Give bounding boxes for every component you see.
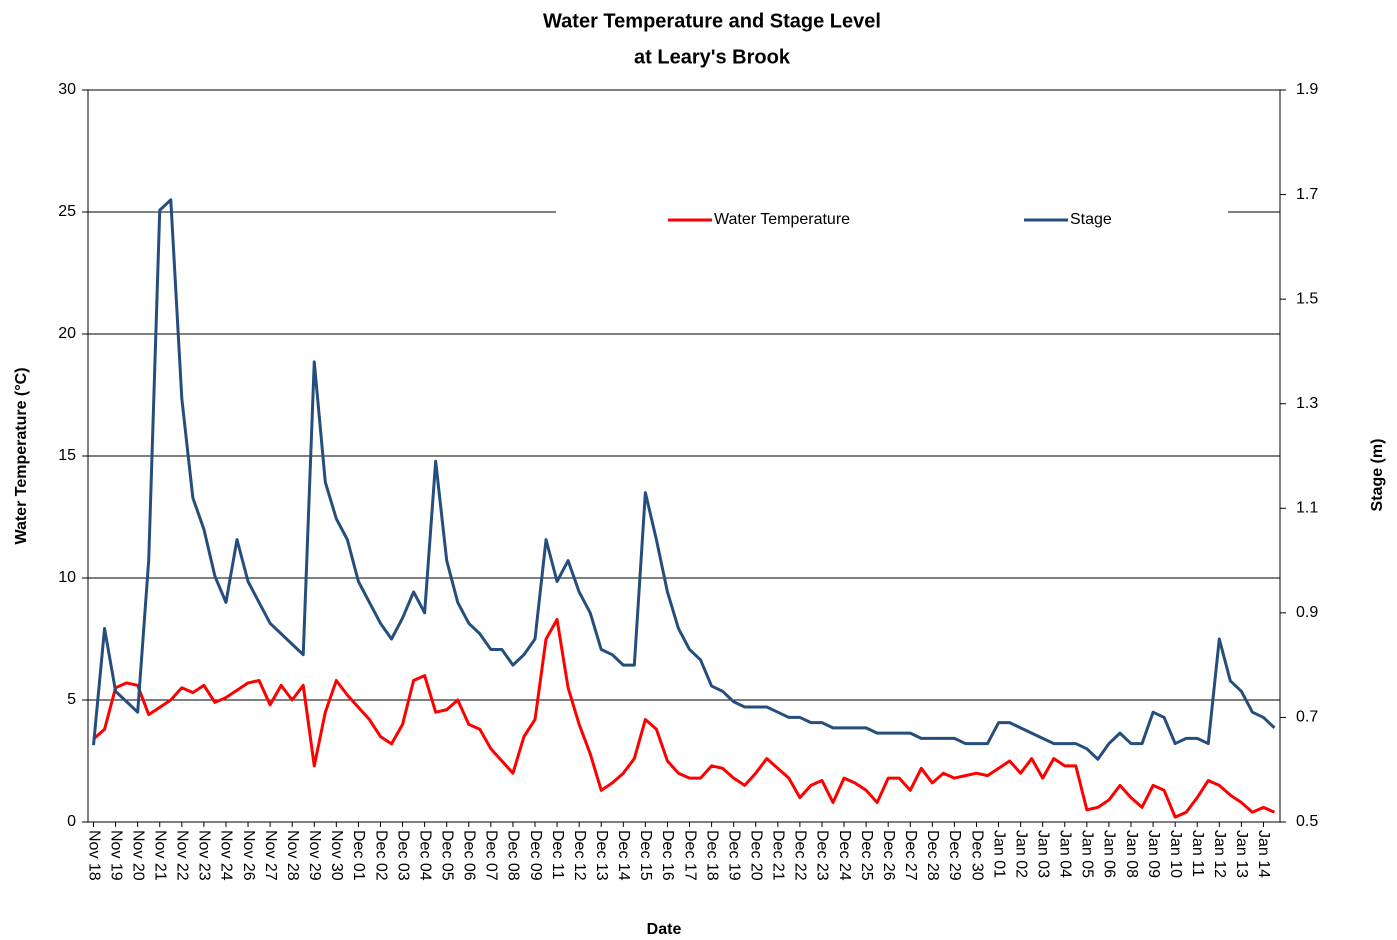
- y2-tick-label: 0.5: [1296, 813, 1318, 830]
- y-tick-label: 20: [58, 325, 76, 342]
- y-tick-label: 15: [58, 447, 76, 464]
- x-tick-label: Dec 01: [350, 830, 367, 881]
- x-axis-title: Date: [647, 921, 682, 938]
- x-tick-label: Jan 05: [1079, 830, 1096, 878]
- x-tick-label: Dec 19: [725, 830, 742, 881]
- y2-tick-label: 1.7: [1296, 186, 1318, 203]
- x-tick-label: Dec 17: [681, 830, 698, 881]
- x-tick-label: Nov 29: [306, 830, 323, 881]
- y2-axis-title: Stage (m): [1369, 439, 1386, 512]
- x-tick-label: Dec 07: [483, 830, 500, 881]
- x-tick-label: Jan 12: [1211, 830, 1228, 878]
- y-tick-label: 10: [58, 569, 76, 586]
- chart-subtitle: at Leary's Brook: [634, 46, 791, 68]
- x-tick-label: Jan 03: [1034, 830, 1051, 878]
- y-tick-label: 30: [58, 81, 76, 98]
- x-tick-label: Dec 02: [372, 830, 389, 881]
- x-tick-label: Nov 27: [262, 830, 279, 881]
- x-tick-label: Dec 20: [748, 830, 765, 881]
- legend-label: Water Temperature: [714, 211, 850, 228]
- y-tick-label: 25: [58, 203, 76, 220]
- x-tick-label: Jan 11: [1189, 830, 1206, 877]
- legend-label: Stage: [1070, 211, 1112, 228]
- y2-tick-label: 1.9: [1296, 81, 1318, 98]
- x-tick-label: Nov 19: [107, 830, 124, 881]
- x-tick-label: Jan 02: [1012, 830, 1029, 878]
- x-tick-label: Dec 03: [394, 830, 411, 881]
- x-tick-label: Dec 30: [968, 830, 985, 881]
- x-tick-label: Dec 15: [637, 830, 654, 881]
- series-line: [92, 617, 1276, 819]
- x-tick-label: Jan 04: [1057, 830, 1074, 878]
- x-tick-label: Nov 22: [174, 830, 191, 881]
- x-tick-label: Dec 21: [770, 830, 787, 881]
- x-tick-label: Jan 01: [990, 830, 1007, 878]
- x-tick-label: Dec 24: [836, 830, 853, 881]
- y-tick-label: 5: [67, 691, 76, 708]
- series-line: [92, 198, 1276, 761]
- x-tick-label: Nov 28: [284, 830, 301, 881]
- x-tick-label: Nov 21: [152, 830, 169, 881]
- x-tick-label: Dec 11: [549, 830, 566, 880]
- x-tick-label: Dec 25: [858, 830, 875, 881]
- x-tick-label: Jan 14: [1255, 830, 1272, 878]
- x-tick-label: Dec 22: [792, 830, 809, 881]
- x-tick-label: Dec 13: [593, 830, 610, 881]
- x-tick-label: Dec 29: [946, 830, 963, 881]
- x-tick-label: Dec 26: [880, 830, 897, 881]
- x-tick-label: Nov 23: [196, 830, 213, 881]
- x-tick-label: Jan 09: [1145, 830, 1162, 878]
- x-tick-label: Dec 04: [416, 830, 433, 881]
- x-tick-label: Dec 27: [902, 830, 919, 881]
- x-tick-label: Jan 08: [1123, 830, 1140, 878]
- x-tick-label: Jan 06: [1101, 830, 1118, 878]
- x-tick-label: Nov 30: [328, 830, 345, 881]
- x-tick-label: Dec 18: [703, 830, 720, 881]
- y2-tick-label: 0.9: [1296, 604, 1318, 621]
- x-tick-label: Nov 26: [240, 830, 257, 881]
- x-tick-label: Jan 13: [1233, 830, 1250, 878]
- legend: Water Temperature Stage: [556, 196, 1228, 244]
- x-tick-label: Dec 28: [924, 830, 941, 881]
- y2-tick-label: 1.5: [1296, 290, 1318, 307]
- x-tick-label: Nov 18: [85, 830, 102, 881]
- x-tick-label: Nov 24: [218, 830, 235, 881]
- x-tick-label: Dec 23: [814, 830, 831, 881]
- x-tick-label: Dec 16: [659, 830, 676, 881]
- x-tick-label: Dec 05: [438, 830, 455, 881]
- y2-tick-label: 1.1: [1296, 500, 1318, 517]
- legend-box: [556, 196, 1228, 244]
- x-tick-label: Dec 12: [571, 830, 588, 881]
- x-tick-label: Jan 10: [1167, 830, 1184, 878]
- x-tick-label: Dec 08: [505, 830, 522, 881]
- x-tick-label: Dec 06: [461, 830, 478, 881]
- y-tick-label: 0: [67, 813, 76, 830]
- y-axis-title: Water Temperature (°C): [13, 367, 30, 544]
- x-tick-label: Dec 14: [615, 830, 632, 881]
- x-tick-label: Dec 09: [527, 830, 544, 881]
- y2-tick-label: 1.3: [1296, 395, 1318, 412]
- y2-tick-label: 0.7: [1296, 709, 1318, 726]
- x-tick-label: Nov 20: [129, 830, 146, 881]
- chart-title: Water Temperature and Stage Level: [543, 10, 881, 32]
